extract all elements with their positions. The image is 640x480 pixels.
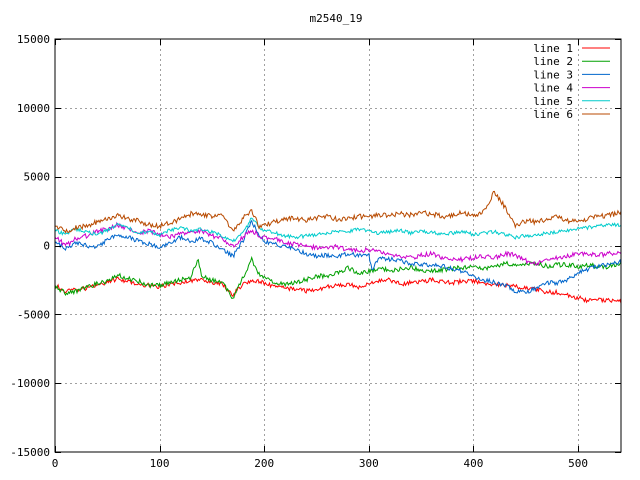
- legend-label: line 3: [533, 68, 573, 81]
- plot-frame: [54, 38, 622, 453]
- legend-label: line 6: [533, 108, 573, 121]
- y-tick-label: -10000: [10, 377, 50, 390]
- legend-label: line 2: [533, 55, 573, 68]
- legend-label: line 5: [533, 95, 573, 108]
- x-tick-label: 200: [254, 457, 274, 470]
- series-lines: [54, 190, 622, 304]
- y-tick-label: 5000: [24, 171, 51, 184]
- y-tick-label: 0: [43, 240, 50, 253]
- series-line-1: [54, 276, 622, 304]
- chart-title: m2540_19: [310, 12, 363, 25]
- axes: 0 100 200 300 400 500 -15000 -10000 -5000 0 5000 10…: [10, 33, 621, 470]
- x-tick-label: 500: [568, 457, 588, 470]
- x-tick-label: 0: [52, 457, 59, 470]
- x-tick-label: 300: [359, 457, 379, 470]
- series-line-4: [54, 221, 622, 266]
- y-tick-label: 15000: [17, 33, 50, 46]
- y-tick-label: 10000: [17, 102, 50, 115]
- legend-label: line 1: [533, 42, 573, 55]
- series-line-5: [54, 217, 622, 243]
- legend-label: line 4: [533, 82, 573, 95]
- series-line-2: [54, 255, 622, 299]
- x-tick-label: 100: [150, 457, 170, 470]
- y-tick-label: -15000: [10, 446, 50, 459]
- series-line-6: [54, 190, 622, 234]
- x-tick-label: 400: [464, 457, 484, 470]
- y-tick-label: -5000: [17, 308, 50, 321]
- series-line-3: [54, 219, 622, 294]
- grid: [55, 39, 621, 452]
